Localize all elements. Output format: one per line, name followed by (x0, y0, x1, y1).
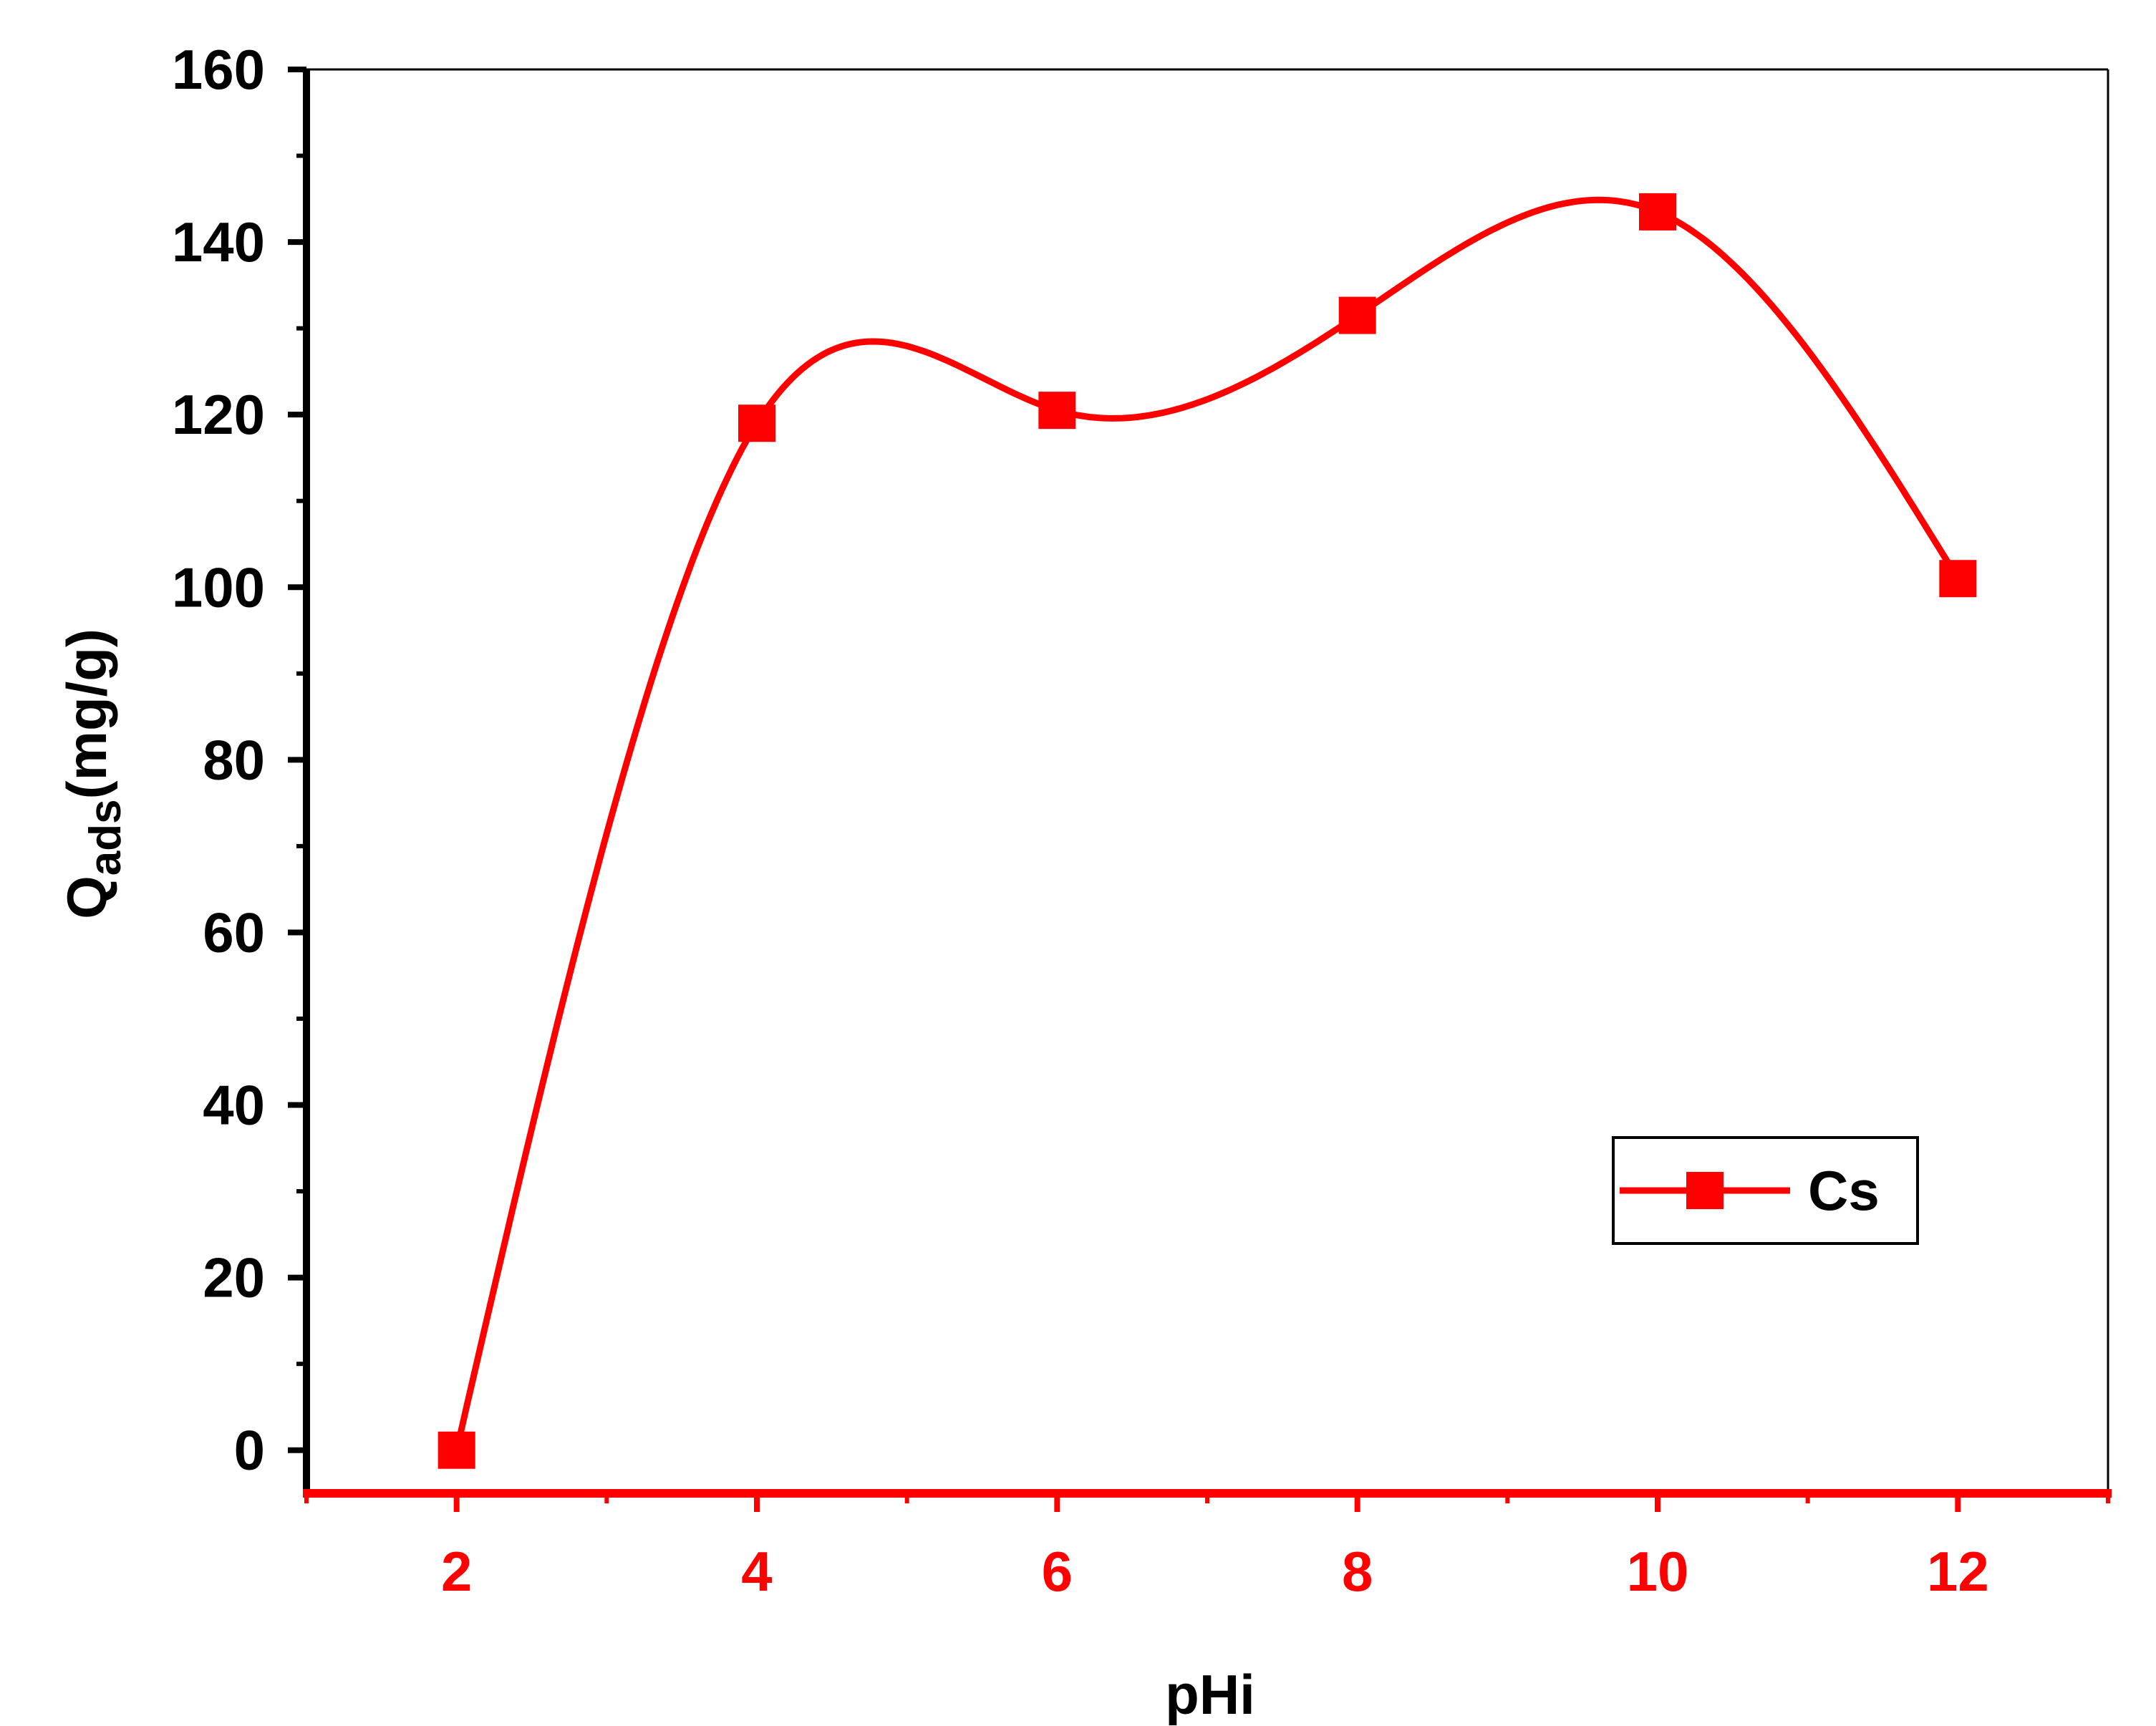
curve-layer (453, 196, 1961, 1451)
x-tick-label: 12 (1927, 1540, 1989, 1603)
x-tick-label: 4 (741, 1540, 772, 1603)
y-tick-label: 20 (203, 1246, 265, 1309)
y-tick-label: 140 (172, 210, 265, 273)
y-tick-label: 100 (172, 556, 265, 619)
y-axis-title: Qads(mg/g) (55, 629, 130, 919)
y-axis-title-unit: (mg/g) (55, 629, 118, 799)
legend-label-cs: Cs (1808, 1159, 1880, 1222)
legend: Cs (1612, 1136, 1919, 1245)
x-tick-label: 10 (1627, 1540, 1689, 1603)
data-point-marker (1939, 560, 1977, 598)
y-tick-label: 80 (203, 728, 265, 791)
y-tick-label: 60 (203, 901, 265, 964)
x-tick-label: 6 (1042, 1540, 1073, 1603)
data-point-marker (1038, 392, 1076, 430)
x-ticks: 2 4 6 8 10 12 (304, 1493, 2110, 1603)
y-axis-title-main: Q (55, 876, 118, 919)
y-axis-title-subscript: ads (81, 799, 130, 876)
x-tick-label: 2 (441, 1540, 472, 1603)
y-tick-label: 0 (234, 1419, 265, 1482)
y-tick-label: 40 (203, 1074, 265, 1137)
data-point-marker (438, 1431, 475, 1469)
legend-marker (1686, 1172, 1724, 1209)
series-line-cs (453, 196, 1961, 1451)
x-tick-label: 8 (1342, 1540, 1373, 1603)
y-ticks: 0 20 40 60 80 100 120 140 160 (172, 38, 306, 1482)
data-point-marker (1338, 296, 1376, 334)
data-point-marker (738, 404, 775, 442)
y-tick-label: 120 (172, 383, 265, 446)
x-axis-title: pHi (1165, 1663, 1255, 1726)
data-point-marker (1639, 193, 1676, 231)
y-tick-label: 160 (172, 38, 265, 101)
marker-layer (438, 193, 1977, 1469)
